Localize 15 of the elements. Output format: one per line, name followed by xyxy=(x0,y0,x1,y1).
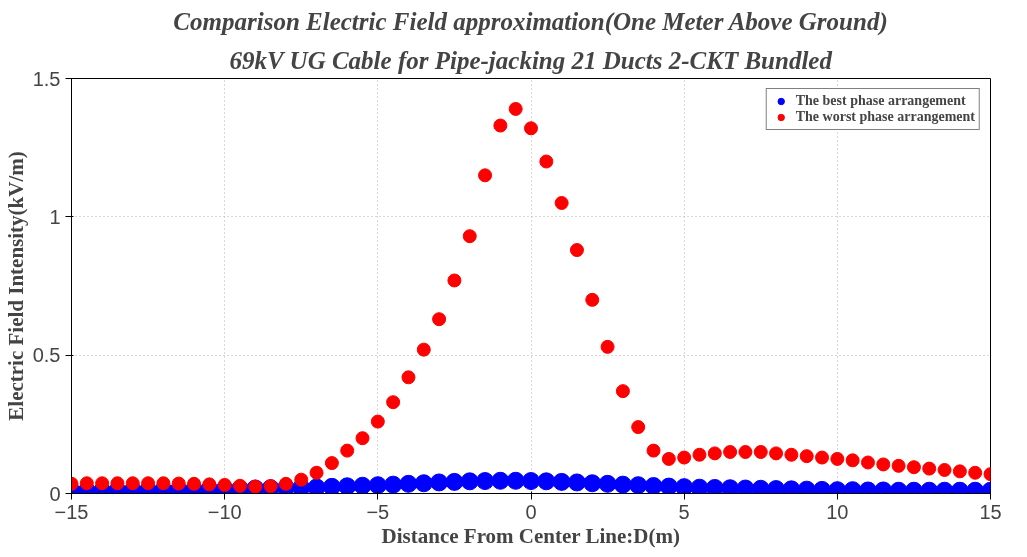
y-axis-title: Electric Field Intensity(kV/m) xyxy=(3,151,28,421)
x-tick-label: 15 xyxy=(979,500,1002,523)
x-tick-label: −10 xyxy=(207,500,242,523)
chart-subtitle: 69kV UG Cable for Pipe-jacking 21 Ducts 2-CKT Bundled xyxy=(229,46,833,74)
x-tick-label: 0 xyxy=(525,500,537,523)
x-axis-title: Distance From Center Line:D(m) xyxy=(381,523,681,548)
x-tick-label: 5 xyxy=(678,500,690,523)
x-tick-label: −5 xyxy=(366,500,390,523)
legend-label: The worst phase arrangement xyxy=(795,109,975,125)
x-tick-label: 10 xyxy=(826,500,849,523)
y-tick-label: 1 xyxy=(49,205,61,228)
y-tick-label: 0.5 xyxy=(32,344,61,367)
legend-label: The best phase arrangement xyxy=(795,93,966,109)
y-tick-label: 1.5 xyxy=(32,67,61,90)
chart-title: Comparison Electric Field approximation(One Meter Above Ground) xyxy=(173,7,888,36)
